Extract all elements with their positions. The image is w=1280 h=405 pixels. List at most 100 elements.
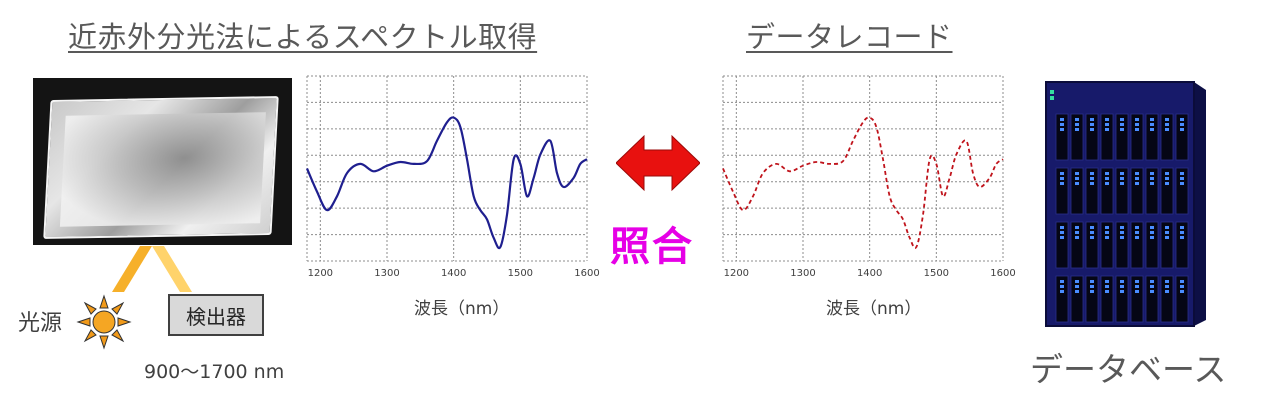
drive-bay <box>1130 275 1144 323</box>
data-record-title: データレコード <box>746 20 953 54</box>
drive-led <box>1150 123 1154 126</box>
measured-x-tick-label: 1500 <box>508 268 533 279</box>
drive-bay <box>1175 221 1189 269</box>
drive-led <box>1075 280 1079 283</box>
drive-led <box>1105 280 1109 283</box>
drive-led <box>1060 226 1064 229</box>
drive-led <box>1105 236 1109 239</box>
measured-x-tick-label: 1400 <box>441 268 466 279</box>
record-x-axis-title: 波長（nm） <box>826 299 922 319</box>
record-spectrum-chart: 1200 1300 1400 1500 1600 <box>722 75 1016 281</box>
double-arrow-icon <box>616 134 700 192</box>
drive-led <box>1180 172 1184 175</box>
measured-x-axis-title: 波長（nm） <box>414 299 510 319</box>
drive-led <box>1105 118 1109 121</box>
record-x-tick-label: 1600 <box>990 268 1015 279</box>
drive-led <box>1075 118 1079 121</box>
drive-led <box>1180 182 1184 185</box>
drive-led <box>1150 280 1154 283</box>
drive-led <box>1120 236 1124 239</box>
drive-led <box>1075 177 1079 180</box>
drive-led <box>1075 226 1079 229</box>
drive-bay <box>1115 221 1129 269</box>
drive-led <box>1060 118 1064 121</box>
record-x-tick-label: 1500 <box>924 268 949 279</box>
drive-led <box>1060 285 1064 288</box>
drive-led <box>1075 128 1079 131</box>
drive-led <box>1180 123 1184 126</box>
drive-led <box>1180 177 1184 180</box>
drive-led <box>1180 226 1184 229</box>
drive-led <box>1165 177 1169 180</box>
measured-x-tick-label: 1600 <box>574 268 599 279</box>
drive-led <box>1135 285 1139 288</box>
drive-led <box>1150 128 1154 131</box>
drive-bay <box>1055 221 1069 269</box>
drive-bay <box>1085 221 1099 269</box>
drive-bay <box>1115 275 1129 323</box>
drive-bay <box>1130 167 1144 215</box>
drive-led <box>1135 172 1139 175</box>
record-chart-svg: 1200 1300 1400 1500 1600 <box>722 75 1016 279</box>
drive-led <box>1135 236 1139 239</box>
measured-series-line <box>305 116 588 250</box>
reflected-light-beam <box>152 246 192 292</box>
drive-bay <box>1145 275 1159 323</box>
drive-led <box>1135 123 1139 126</box>
drive-led <box>1150 118 1154 121</box>
drive-led <box>1105 177 1109 180</box>
drive-bay <box>1100 167 1114 215</box>
drive-led <box>1105 231 1109 234</box>
drive-bay <box>1130 221 1144 269</box>
drive-bay <box>1160 167 1174 215</box>
drive-led <box>1165 123 1169 126</box>
drive-led <box>1120 231 1124 234</box>
drive-led <box>1075 236 1079 239</box>
drive-bay <box>1055 167 1069 215</box>
drive-led <box>1120 280 1124 283</box>
drive-led <box>1150 290 1154 293</box>
drive-led <box>1150 172 1154 175</box>
drive-led <box>1075 285 1079 288</box>
drive-bay <box>1085 167 1099 215</box>
database-label: データベース <box>1030 350 1227 389</box>
drive-led <box>1165 231 1169 234</box>
drive-led <box>1105 290 1109 293</box>
drive-led <box>1165 285 1169 288</box>
drive-led <box>1150 236 1154 239</box>
drive-led <box>1105 285 1109 288</box>
light-path <box>112 246 192 292</box>
record-x-tick-label: 1200 <box>724 268 749 279</box>
sample-bag-photo <box>33 78 292 245</box>
drive-led <box>1120 123 1124 126</box>
drive-led <box>1120 172 1124 175</box>
drive-led <box>1180 128 1184 131</box>
drive-bay <box>1115 167 1129 215</box>
drive-led <box>1090 280 1094 283</box>
drive-led <box>1060 177 1064 180</box>
drive-led <box>1090 172 1094 175</box>
drive-bay <box>1085 275 1099 323</box>
drive-led <box>1090 118 1094 121</box>
drive-led <box>1180 231 1184 234</box>
drive-led <box>1090 236 1094 239</box>
drive-bay <box>1100 113 1114 161</box>
detector-box: 検出器 <box>168 294 264 336</box>
drive-led <box>1165 172 1169 175</box>
drive-led <box>1060 123 1064 126</box>
drive-led <box>1135 118 1139 121</box>
drive-led <box>1120 128 1124 131</box>
drive-led <box>1060 182 1064 185</box>
acquisition-title: 近赤外分光法によるスペクトル取得 <box>68 20 538 54</box>
drive-led <box>1120 118 1124 121</box>
drive-led <box>1135 182 1139 185</box>
drive-led <box>1090 290 1094 293</box>
drive-led <box>1075 172 1079 175</box>
drive-led <box>1165 290 1169 293</box>
drive-led <box>1165 128 1169 131</box>
drive-bay <box>1175 275 1189 323</box>
wavelength-range: 900～1700 nm <box>144 361 285 383</box>
drive-led <box>1120 177 1124 180</box>
incident-light-beam <box>112 246 152 292</box>
drive-bay <box>1160 275 1174 323</box>
